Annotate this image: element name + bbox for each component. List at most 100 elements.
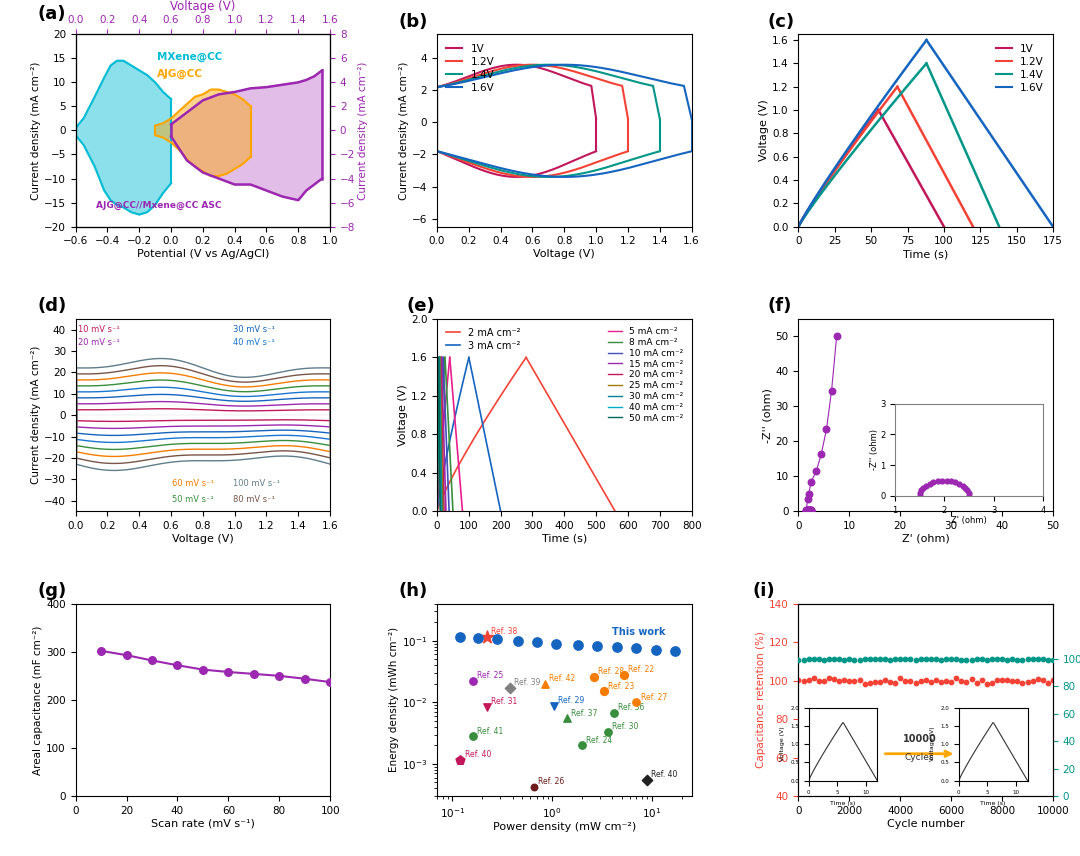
Point (800, 502, 818, 516)
Point (589, 639, 606, 653)
Point (978, 653, 996, 667)
Point (789, 652, 807, 666)
Point (1009, 675, 1026, 688)
Point (808, 464, 825, 478)
Point (917, 674, 934, 687)
Text: Ref. 39: Ref. 39 (514, 678, 541, 687)
Text: Ref. 23: Ref. 23 (608, 681, 634, 691)
Text: This work: This work (612, 627, 665, 637)
Point (801, 503, 819, 517)
Text: (e): (e) (406, 297, 435, 315)
Point (872, 675, 889, 689)
Text: 40 mV s⁻¹: 40 mV s⁻¹ (233, 338, 275, 348)
Point (887, 676, 904, 690)
Text: Ref. 26: Ref. 26 (538, 777, 564, 787)
Point (647, 643, 664, 657)
Point (887, 652, 904, 666)
Point (638, 773, 656, 787)
Point (856, 677, 874, 691)
X-axis label: Voltage (V): Voltage (V) (171, 0, 235, 14)
Text: Ref. 25: Ref. 25 (477, 671, 503, 681)
Text: Ref. 36: Ref. 36 (619, 703, 645, 712)
Legend: 1V, 1.2V, 1.4V, 1.6V: 1V, 1.2V, 1.4V, 1.6V (442, 39, 498, 98)
Point (1003, 652, 1021, 666)
Point (545, 698, 563, 712)
Point (1039, 653, 1056, 667)
Point (831, 652, 848, 666)
Point (805, 652, 822, 666)
Point (509, 634, 526, 648)
Point (937, 652, 955, 666)
Point (840, 675, 858, 688)
Point (245, 667, 262, 681)
Y-axis label: Current density (mA cm⁻²): Current density (mA cm⁻²) (31, 62, 41, 199)
Point (585, 670, 603, 684)
Y-axis label: Current density (mA cm⁻²): Current density (mA cm⁻²) (31, 346, 41, 484)
Polygon shape (156, 90, 251, 176)
Point (1044, 652, 1062, 666)
Point (569, 639, 586, 652)
Point (795, 674, 812, 687)
Point (902, 674, 919, 687)
Point (798, 504, 815, 518)
Point (810, 652, 827, 666)
Point (831, 675, 848, 688)
Point (912, 652, 929, 666)
Point (917, 652, 934, 666)
Point (798, 503, 815, 517)
Point (528, 635, 545, 649)
Point (799, 503, 816, 517)
X-axis label: Cycle number: Cycle number (887, 818, 964, 829)
Point (451, 630, 469, 644)
Point (1024, 675, 1041, 688)
Text: Ref. 29: Ref. 29 (558, 696, 584, 705)
Point (93, 644, 110, 657)
Point (953, 674, 970, 687)
Text: (h): (h) (399, 582, 428, 600)
Point (988, 674, 1005, 687)
Text: Cycles: Cycles (905, 752, 934, 762)
Point (947, 652, 964, 666)
Point (973, 652, 990, 666)
Point (937, 675, 955, 688)
Point (876, 674, 893, 687)
Point (953, 653, 970, 667)
Point (861, 652, 878, 666)
Point (548, 637, 565, 651)
Text: (a): (a) (38, 5, 66, 23)
Point (968, 652, 985, 666)
Text: AJG@CC//Mxene@CC ASC: AJG@CC//Mxene@CC ASC (96, 200, 221, 210)
Polygon shape (76, 61, 171, 215)
Point (118, 648, 135, 662)
Point (1035, 652, 1052, 666)
X-axis label: Voltage (V): Voltage (V) (534, 249, 595, 259)
Point (800, 487, 818, 501)
Point (606, 706, 623, 720)
X-axis label: Potential (V vs Ag/AgCl): Potential (V vs Ag/AgCl) (137, 249, 269, 259)
Point (800, 502, 818, 516)
Point (825, 673, 842, 687)
Text: Ref. 30: Ref. 30 (611, 722, 638, 731)
Point (912, 675, 929, 688)
Point (928, 673, 945, 687)
Point (799, 502, 816, 516)
Text: (d): (d) (38, 297, 67, 315)
Text: Ref. 31: Ref. 31 (490, 697, 517, 706)
Point (958, 653, 975, 667)
Point (1029, 652, 1047, 666)
Point (464, 729, 482, 743)
X-axis label: Power density (mW cm⁻²): Power density (mW cm⁻²) (492, 823, 636, 832)
Point (219, 665, 237, 679)
Point (821, 671, 838, 685)
Point (144, 654, 161, 668)
Point (907, 676, 924, 690)
Point (856, 652, 874, 666)
Point (999, 653, 1016, 667)
Point (815, 653, 833, 667)
Text: Ref. 42: Ref. 42 (550, 674, 576, 683)
Point (1018, 675, 1036, 688)
X-axis label: Scan rate (mV s⁻¹): Scan rate (mV s⁻¹) (151, 818, 255, 829)
Point (599, 725, 617, 739)
Point (999, 674, 1016, 687)
Point (801, 503, 819, 517)
